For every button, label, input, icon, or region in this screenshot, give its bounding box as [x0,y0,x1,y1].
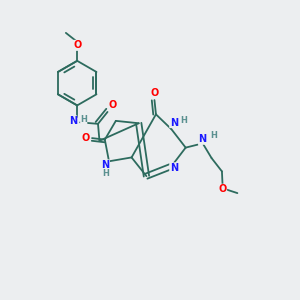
Text: H: H [210,130,217,140]
Text: O: O [82,133,90,143]
Text: N: N [199,134,207,144]
Text: H: H [80,115,87,124]
Text: N: N [170,118,178,128]
Text: O: O [150,88,159,98]
Text: O: O [218,184,226,194]
Text: O: O [109,100,117,110]
Text: N: N [69,116,77,126]
Text: H: H [180,116,187,125]
Text: N: N [101,160,110,170]
Text: N: N [170,163,178,173]
Text: O: O [73,40,81,50]
Text: H: H [103,169,110,178]
